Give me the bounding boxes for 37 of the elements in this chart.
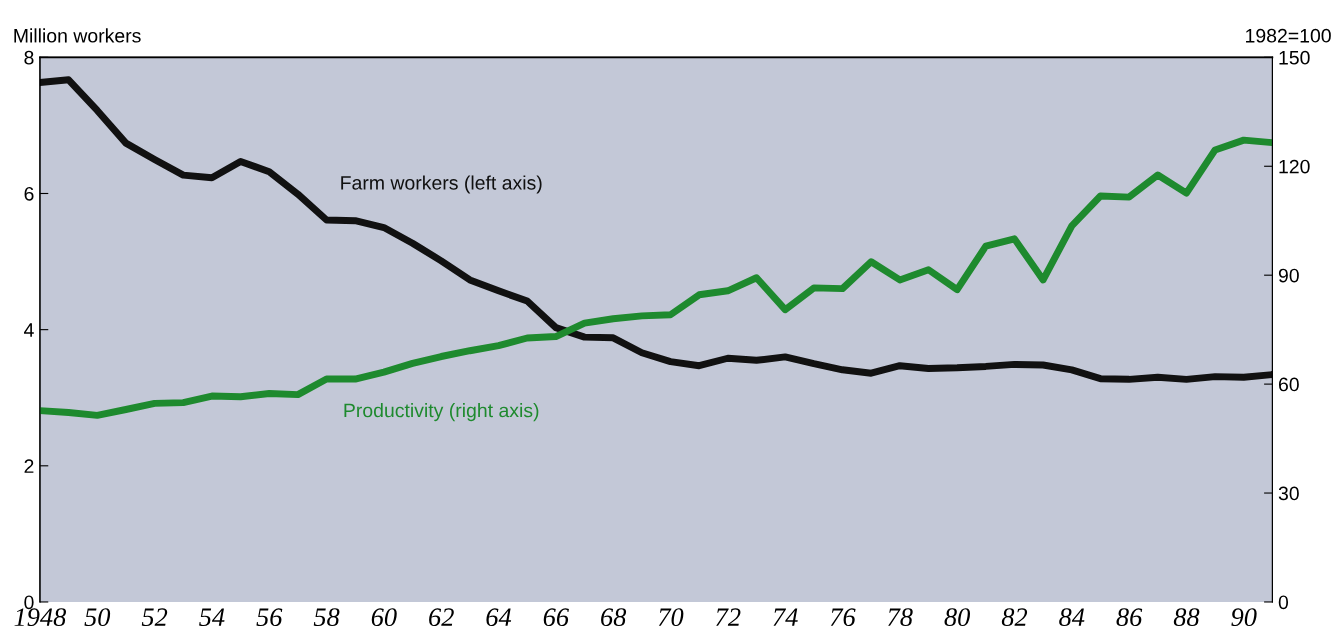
x-tick-label: 52 xyxy=(141,608,168,627)
y2-tick-label: 150 xyxy=(1279,50,1310,65)
x-tick-label: 74 xyxy=(773,608,798,626)
x-tick-label: 80 xyxy=(944,608,970,627)
x-tick-label: 88 xyxy=(1173,608,1200,627)
y-tick-label: 4 xyxy=(24,323,34,337)
x-tick-label: 82 xyxy=(1001,608,1028,627)
x-tick-label: 66 xyxy=(543,608,569,627)
series-label: Productivity (right axis) xyxy=(344,403,539,422)
x-tick-label: 58 xyxy=(313,608,340,627)
y-tick-label: 8 xyxy=(24,50,34,65)
y2-tick-label: 120 xyxy=(1279,159,1310,174)
y2-axis-title: 1982=100 xyxy=(1246,28,1331,43)
x-tick-label: 70 xyxy=(658,608,684,627)
y2-tick-label: 30 xyxy=(1278,486,1299,501)
y-tick-label: 6 xyxy=(24,186,34,201)
y-tick-label: 2 xyxy=(24,459,34,473)
x-tick-label: 86 xyxy=(1116,608,1143,627)
x-tick-label: 72 xyxy=(716,608,741,626)
x-tick-label: 62 xyxy=(429,608,454,627)
y-axis-title: Million workers xyxy=(14,28,141,43)
x-tick-label: 54 xyxy=(199,608,225,627)
x-tick-label: 1948 xyxy=(14,608,67,627)
series-label: Farm workers (left axis) xyxy=(341,175,542,194)
x-tick-label: 60 xyxy=(371,608,397,627)
y-tick-label: 0 xyxy=(24,595,34,610)
x-tick-label: 84 xyxy=(1059,608,1085,627)
y2-tick-label: 60 xyxy=(1278,377,1299,392)
x-tick-label: 56 xyxy=(256,608,283,627)
x-tick-label: 76 xyxy=(830,608,856,627)
x-tick-label: 68 xyxy=(601,608,627,627)
y2-tick-label: 90 xyxy=(1278,268,1299,283)
x-tick-label: 90 xyxy=(1231,608,1257,627)
y2-tick-label: 0 xyxy=(1278,595,1289,610)
x-tick-label: 50 xyxy=(84,608,111,627)
x-tick-label: 78 xyxy=(888,608,913,627)
x-tick-label: 64 xyxy=(486,608,512,627)
